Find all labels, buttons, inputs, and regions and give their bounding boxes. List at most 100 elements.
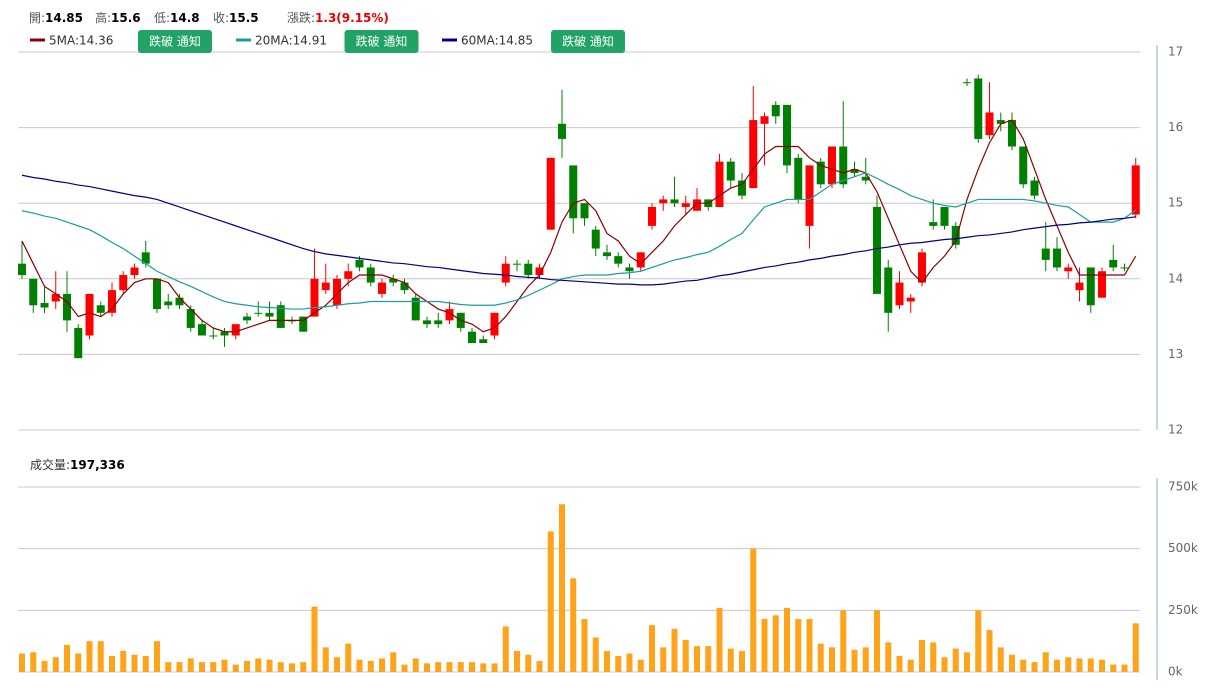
volume-bar xyxy=(221,659,228,672)
candle-body xyxy=(985,112,994,136)
volume-bar xyxy=(581,618,588,672)
candle-body xyxy=(411,297,420,321)
volume-current: 197,336 xyxy=(70,458,125,472)
candle-body xyxy=(175,297,184,306)
volume-bar xyxy=(941,657,948,672)
volume-bar xyxy=(1020,659,1027,672)
header-value: 15.5 xyxy=(229,11,259,25)
volume-bar xyxy=(52,657,59,672)
candle-body xyxy=(1120,267,1129,269)
candle-body xyxy=(434,320,443,325)
candle-body xyxy=(389,278,398,283)
candle-body xyxy=(321,282,330,291)
candle-body xyxy=(929,222,938,226)
candle-body xyxy=(1019,146,1028,185)
header-label: 收: xyxy=(213,11,229,25)
candle-body xyxy=(625,267,634,272)
candle-body xyxy=(141,252,150,264)
volume-bar xyxy=(559,504,565,672)
volume-bar xyxy=(356,659,363,672)
candle-body xyxy=(1064,267,1073,272)
volume-bar xyxy=(806,618,813,672)
candle-body xyxy=(693,199,701,211)
notify-button-label[interactable]: 跌破 通知 xyxy=(149,34,201,49)
y-tick-label: 15 xyxy=(1168,196,1183,210)
volume-bar xyxy=(469,662,475,672)
volume-bar xyxy=(244,660,250,672)
volume-bar xyxy=(334,657,340,672)
candle-body xyxy=(96,305,105,313)
volume-bar xyxy=(210,662,217,672)
volume-bar xyxy=(187,658,194,672)
volume-bar xyxy=(1065,657,1072,672)
volume-bar xyxy=(874,610,880,672)
volume-bar xyxy=(975,610,982,672)
notify-button[interactable]: 跌破 通知 xyxy=(344,30,419,53)
candle-body xyxy=(603,252,611,257)
header-label: 漲跌: xyxy=(287,10,315,25)
candle-body xyxy=(1098,271,1106,298)
candle-body xyxy=(659,199,668,204)
volume-bar xyxy=(491,663,498,672)
volume-bar xyxy=(795,618,802,672)
candle-body xyxy=(164,301,173,306)
header-item: 開:14.85 xyxy=(29,11,83,25)
volume-bar xyxy=(30,652,37,672)
candle-body xyxy=(198,324,206,336)
y-tick-label: 500k xyxy=(1168,541,1198,555)
notify-button[interactable]: 跌破 通知 xyxy=(551,30,625,53)
candle-body xyxy=(423,320,431,325)
candle-body xyxy=(648,206,656,226)
candle-body xyxy=(276,305,285,328)
candle-body xyxy=(355,259,364,268)
volume-bar xyxy=(784,607,790,672)
y-tick-label: 0k xyxy=(1168,665,1183,679)
header-value: 15.6 xyxy=(111,11,141,25)
notify-button-label[interactable]: 跌破 通知 xyxy=(562,34,614,49)
notify-button-bg[interactable] xyxy=(551,30,625,53)
volume-bar xyxy=(86,641,93,672)
volume-bar xyxy=(300,662,307,672)
volume-bar xyxy=(592,637,599,672)
volume-bar xyxy=(952,648,959,672)
legend-label: 20MA:14.91 xyxy=(255,34,327,48)
notify-button-bg[interactable] xyxy=(138,30,212,53)
volume-bar xyxy=(997,647,1004,672)
volume-bar xyxy=(930,642,937,672)
candle-body xyxy=(209,335,218,337)
candle-body xyxy=(186,309,195,328)
volume-bar xyxy=(19,653,25,672)
volume-bar xyxy=(1087,658,1094,672)
notify-button[interactable]: 跌破 通知 xyxy=(138,30,212,53)
volume-bar xyxy=(311,606,318,672)
notify-button-bg[interactable] xyxy=(344,30,419,53)
volume-bar xyxy=(142,655,149,672)
volume-bar xyxy=(1132,623,1139,672)
header-label: 低: xyxy=(154,11,170,25)
candle-body xyxy=(51,293,60,302)
candle-body xyxy=(220,331,229,336)
candle-body xyxy=(760,116,769,124)
y-tick-label: 17 xyxy=(1168,45,1183,59)
volume-bar xyxy=(390,652,397,672)
volume-bar xyxy=(446,662,453,672)
volume-bar xyxy=(502,626,509,672)
candle-body xyxy=(974,78,983,139)
candle-body xyxy=(963,82,971,84)
candle-body xyxy=(18,263,26,276)
y-tick-label: 14 xyxy=(1168,271,1183,285)
volume-bar xyxy=(41,660,48,672)
candle-body xyxy=(715,161,724,207)
header-value: 14.85 xyxy=(45,11,83,25)
volume-bar xyxy=(1099,659,1105,672)
candle-body xyxy=(726,161,735,181)
candle-body xyxy=(1041,248,1050,260)
candle-body xyxy=(783,104,791,166)
header-value: 1.3(9.15%) xyxy=(315,11,389,25)
candle-body xyxy=(130,267,139,276)
candle-body xyxy=(479,339,488,344)
volume-bar xyxy=(547,531,554,672)
notify-button-label[interactable]: 跌破 通知 xyxy=(356,34,408,49)
y-tick-label: 250k xyxy=(1168,603,1198,617)
